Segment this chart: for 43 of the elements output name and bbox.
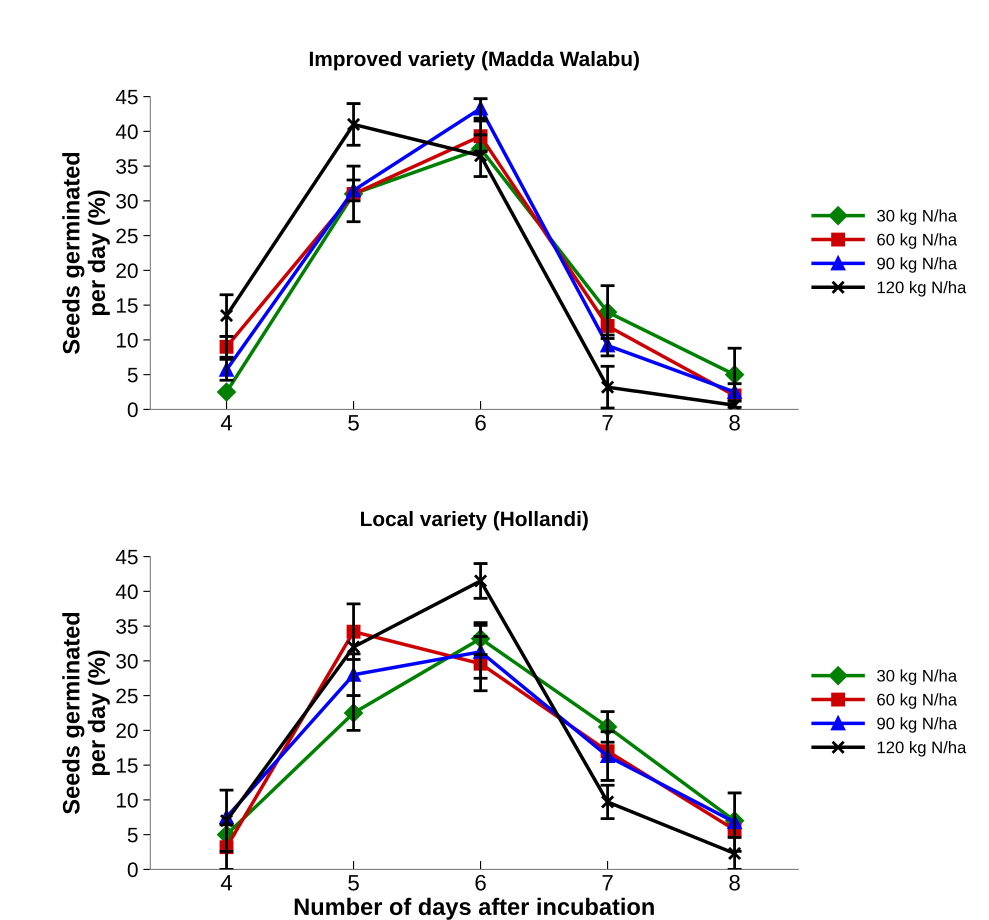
y-tick-label: 35 <box>116 159 138 174</box>
legend-label: 30 kg N/ha <box>877 669 958 685</box>
y-tick-label: 30 <box>116 654 138 669</box>
x-tick-label: 5 <box>348 875 359 891</box>
y-axis-title: Seeds germinated per day (%) <box>62 612 110 814</box>
y-tick-label: 10 <box>116 792 138 808</box>
y-tick-label: 20 <box>116 263 138 278</box>
x-tick-label: 7 <box>602 875 613 890</box>
y-tick-label: 25 <box>116 688 138 704</box>
chart-title: Improved variety (Madda Walabu) <box>310 50 639 70</box>
legend-label: 60 kg N/ha <box>877 233 958 249</box>
y-tick-label: 20 <box>116 723 138 738</box>
y-tick-label: 15 <box>116 298 138 313</box>
x-tick-label: 8 <box>729 414 740 431</box>
y-tick-label: 10 <box>116 332 138 348</box>
x-tick-label: 5 <box>348 415 359 431</box>
x-tick-label: 4 <box>220 415 232 430</box>
legend-label: 120 kg N/ha <box>878 281 966 297</box>
y-tick-label: 0 <box>128 862 138 878</box>
x-axis-title: Number of days after incubation <box>294 898 654 920</box>
legend-label: 90 kg N/ha <box>877 257 958 273</box>
x-tick-label: 8 <box>729 874 740 891</box>
x-tick-label: 6 <box>476 874 486 891</box>
y-tick-label: 30 <box>116 194 138 209</box>
chart-title: Local variety (Hollandi) <box>361 510 588 530</box>
x-tick-label: 6 <box>476 414 486 431</box>
x-tick-label: 4 <box>220 875 232 890</box>
y-tick-label: 45 <box>116 90 138 104</box>
y-tick-label: 0 <box>128 402 138 418</box>
legend-label: 60 kg N/ha <box>877 693 958 709</box>
y-tick-label: 5 <box>128 368 138 382</box>
y-tick-label: 45 <box>116 550 138 564</box>
y-tick-label: 40 <box>116 584 138 600</box>
y-axis-title: Seeds germinated per day (%) <box>62 152 110 354</box>
y-tick-label: 40 <box>116 124 138 140</box>
legend-label: 120 kg N/ha <box>878 741 966 757</box>
legend-label: 30 kg N/ha <box>877 209 958 225</box>
y-tick-label: 5 <box>128 828 138 842</box>
x-tick-label: 7 <box>602 415 613 430</box>
legend-label: 90 kg N/ha <box>877 717 958 733</box>
y-tick-label: 15 <box>116 758 138 773</box>
y-tick-label: 25 <box>116 228 138 244</box>
y-tick-label: 35 <box>116 619 138 634</box>
